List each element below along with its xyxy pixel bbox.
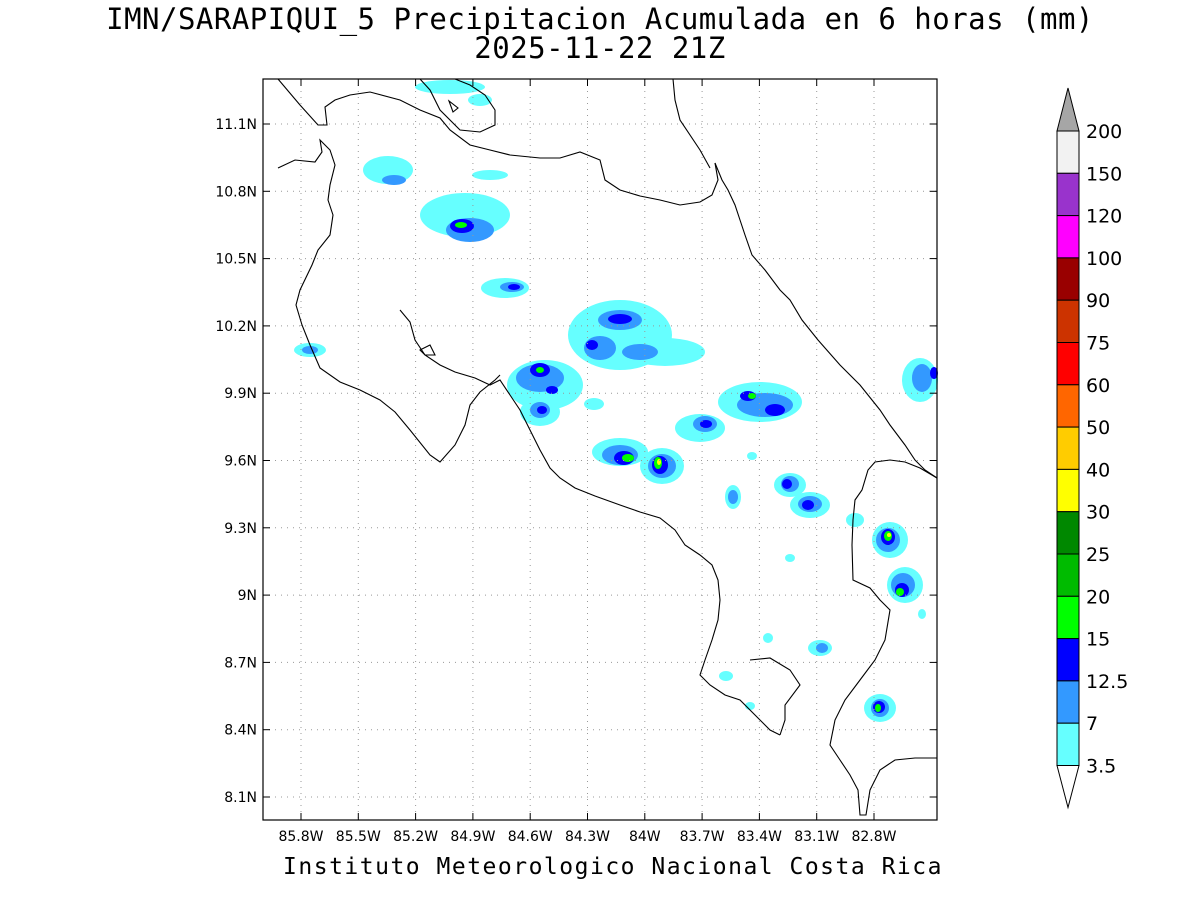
credit-text: Instituto Meteorologico Nacional Costa R…	[283, 854, 943, 880]
colorbar-label: 90	[1086, 290, 1110, 312]
lon-tick-label: 85.8W	[278, 829, 323, 845]
map-border	[262, 78, 938, 821]
lat-tick-label: 10.5N	[215, 252, 257, 268]
lat-tick-label: 8.7N	[224, 655, 257, 671]
colorbar-label: 150	[1086, 163, 1122, 185]
lat-tick-label: 9.6N	[224, 454, 257, 470]
colorbar-label: 120	[1086, 206, 1122, 228]
colorbar-segment	[1056, 680, 1080, 724]
colorbar-segment	[1056, 553, 1080, 597]
lat-tick-label: 10.2N	[215, 319, 257, 335]
colorbar-segment	[1056, 342, 1080, 386]
colorbar-label: 40	[1086, 459, 1110, 481]
latitude-axis: 11.1N 10.8N 10.5N 10.2N 9.9N 9.6N 9.3N 9N 8.7N 8.…	[215, 117, 937, 806]
lat-tick-label: 8.1N	[224, 790, 257, 806]
colorbar-label: 30	[1086, 502, 1110, 524]
colorbar-segment	[1056, 638, 1080, 682]
colorbar-segment	[1056, 130, 1080, 174]
colorbar-label: 7	[1086, 713, 1098, 735]
colorbar-segment	[1056, 215, 1080, 259]
colorbar-label: 100	[1086, 248, 1122, 270]
colorbar-label: 60	[1086, 375, 1110, 397]
colorbar-label: 25	[1086, 544, 1110, 566]
lat-tick-label: 9.3N	[224, 521, 257, 537]
lon-tick-label: 84.6W	[508, 829, 553, 845]
precipitation-colorbar: 200 150 120 100 90 75 60 50 40 30 25 20 15 12.5 7 3.5	[1056, 87, 1128, 810]
lon-tick-label: 83.1W	[794, 829, 839, 845]
lon-tick-label: 84.9W	[450, 829, 495, 845]
colorbar-label: 3.5	[1086, 756, 1116, 778]
lon-tick-label: 83.4W	[737, 829, 782, 845]
lat-tick-label: 9.9N	[224, 386, 257, 402]
lon-tick-label: 83.7W	[680, 829, 725, 845]
lat-tick-label: 11.1N	[215, 117, 257, 133]
map-subtitle-datetime: 2025-11-22 21Z	[474, 31, 726, 65]
colorbar-segment	[1056, 426, 1080, 470]
lon-tick-label: 82.8W	[851, 829, 896, 845]
colorbar-segment	[1056, 468, 1080, 513]
colorbar-segment	[1056, 384, 1080, 428]
lon-tick-label: 84.3W	[565, 829, 610, 845]
colorbar-label: 50	[1086, 417, 1110, 439]
colorbar-label: 75	[1086, 333, 1110, 355]
colorbar-label: 12.5	[1086, 671, 1128, 693]
longitude-axis: 85.8W 85.5W 85.2W 84.9W 84.6W 84.3W 84W 83.7W 83…	[278, 79, 897, 845]
colorbar-segment	[1056, 257, 1080, 301]
lat-tick-label: 10.8N	[215, 184, 257, 200]
colorbar-label: 20	[1086, 586, 1110, 608]
colorbar-segment	[1056, 511, 1080, 555]
coastline-borders	[277, 78, 938, 816]
lat-tick-label: 8.4N	[224, 723, 257, 739]
colorbar-bottom-arrow	[1056, 765, 1080, 810]
lat-tick-label: 9N	[238, 588, 257, 604]
colorbar-label: 15	[1086, 629, 1110, 651]
map-gridlines	[263, 79, 937, 820]
colorbar-segment	[1056, 595, 1080, 640]
colorbar-label: 200	[1086, 121, 1122, 143]
colorbar-top-arrow	[1056, 87, 1080, 132]
map-title: IMN/SARAPIQUI_5 Precipitacion Acumulada …	[106, 2, 1094, 36]
colorbar-segment	[1056, 299, 1080, 344]
colorbar-segment	[1056, 172, 1080, 217]
map-area: 11.1N 10.8N 10.5N 10.2N 9.9N 9.6N 9.3N 9N 8.7N 8.…	[215, 78, 938, 845]
lon-tick-label: 85.5W	[336, 829, 381, 845]
lon-tick-label: 85.2W	[393, 829, 438, 845]
lon-tick-label: 84W	[629, 829, 661, 845]
colorbar-segment	[1056, 722, 1080, 767]
